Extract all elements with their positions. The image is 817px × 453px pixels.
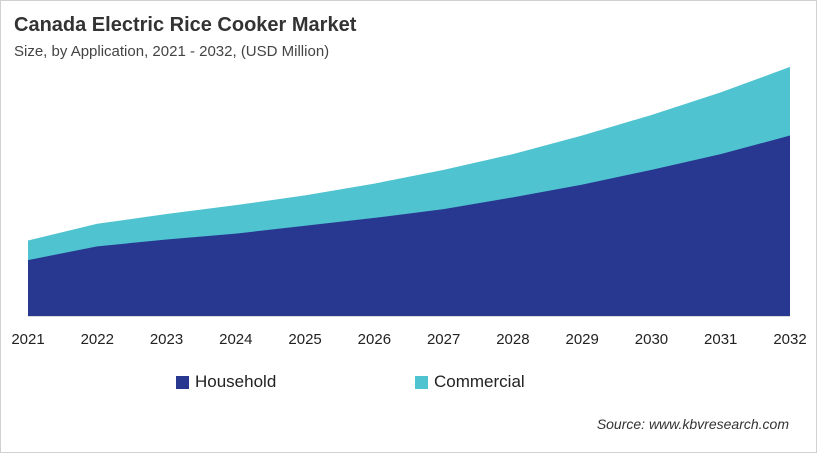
x-tick-label: 2031: [704, 331, 737, 348]
x-tick-label: 2022: [81, 331, 114, 348]
legend-commercial: Commercial: [415, 372, 525, 392]
x-tick-label: 2023: [150, 331, 183, 348]
legend-household: Household: [176, 372, 276, 392]
x-tick-label: 2026: [358, 331, 391, 348]
area-household: [28, 135, 790, 316]
source-note: Source: www.kbvresearch.com: [596, 416, 789, 432]
legend-label-commercial: Commercial: [434, 372, 525, 391]
x-tick-label: 2021: [11, 331, 44, 348]
chart-svg: 2021 2022 2023 2024 2025 2026 2027 2028 2029 2030…: [11, 66, 807, 348]
x-tick-label: 2028: [496, 331, 529, 348]
x-tick-label: 2029: [565, 331, 598, 348]
x-tick-label: 2025: [288, 331, 321, 348]
x-tick-label: 2032: [773, 331, 806, 348]
legend-swatch-commercial: [415, 375, 428, 389]
legend-swatch-household: [176, 375, 189, 389]
x-tick-label: 2027: [427, 331, 460, 348]
chart-title: Canada Electric Rice Cooker Market: [14, 14, 357, 36]
legend-label-household: Household: [195, 372, 277, 391]
x-tick-label: 2024: [219, 331, 252, 348]
chart-subtitle: Size, by Application, 2021 - 2032, (USD …: [14, 43, 330, 60]
x-tick-label: 2030: [635, 331, 668, 348]
